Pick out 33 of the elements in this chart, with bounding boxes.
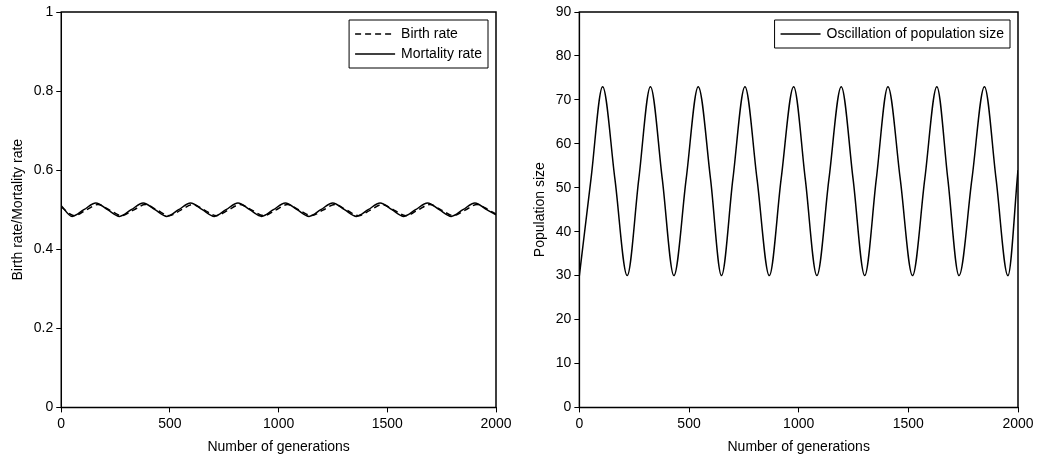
y-tick-label: 0 xyxy=(45,398,54,415)
y-tick-label: 10 xyxy=(555,354,572,371)
y-tick-label: 0 xyxy=(563,398,572,415)
x-tick-label: 0 xyxy=(57,414,66,431)
y-tick-label: 0.4 xyxy=(33,240,54,257)
y-axis-title: Birth rate/Mortality rate xyxy=(9,138,26,281)
x-tick-label: 1000 xyxy=(263,414,295,431)
x-tick-label: 1500 xyxy=(371,414,404,431)
y-tick-label: 1 xyxy=(45,2,54,19)
x-tick-label: 1000 xyxy=(783,414,815,431)
y-tick-label: 30 xyxy=(555,266,572,283)
y-tick-label: 20 xyxy=(555,310,572,327)
x-axis-title: Number of generations xyxy=(727,438,870,455)
x-axis-title: Number of generations xyxy=(207,438,350,455)
y-tick-label: 40 xyxy=(555,222,572,239)
x-tick-label: 500 xyxy=(677,414,701,431)
y-tick-label: 90 xyxy=(555,2,572,19)
x-tick-label: 2000 xyxy=(1002,414,1034,431)
legend-label: Birth rate xyxy=(401,24,459,41)
legend-label: Mortality rate xyxy=(401,44,483,61)
y-tick-label: 60 xyxy=(555,134,572,151)
x-tick-label: 1500 xyxy=(892,414,925,431)
legend-label: Oscillation of population size xyxy=(826,24,1005,41)
y-tick-label: 70 xyxy=(555,90,572,107)
x-tick-label: 500 xyxy=(158,414,182,431)
y-axis-title: Population size xyxy=(531,162,548,258)
y-tick-label: 80 xyxy=(555,46,572,63)
y-tick-label: 0.8 xyxy=(33,81,54,98)
x-tick-label: 2000 xyxy=(480,414,512,431)
y-tick-label: 0.2 xyxy=(33,319,54,336)
y-tick-label: 0.6 xyxy=(33,161,54,178)
x-tick-label: 0 xyxy=(575,414,584,431)
y-tick-label: 50 xyxy=(555,178,572,195)
